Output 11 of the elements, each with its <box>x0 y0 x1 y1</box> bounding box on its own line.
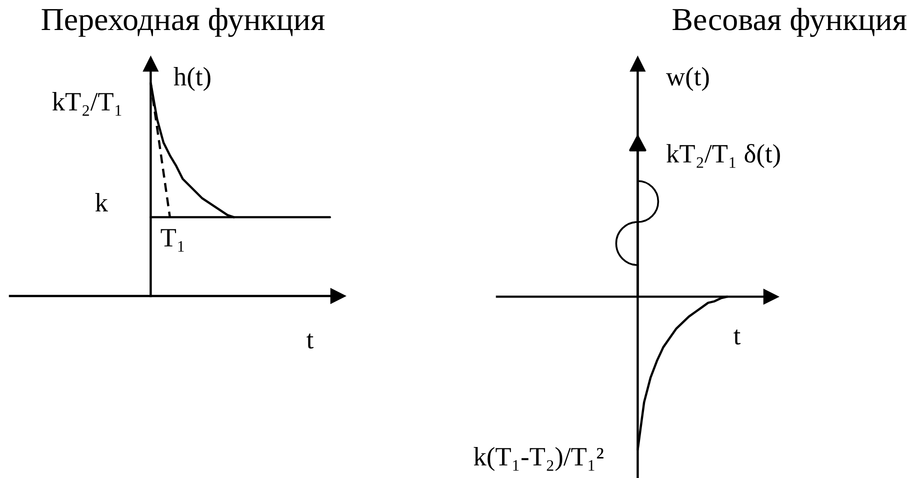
chart-title: Весовая функция <box>672 8 906 37</box>
annotation: T₁ <box>160 229 184 252</box>
x-axis-title: t <box>306 333 314 349</box>
y-axis-title: w(t) <box>666 67 709 91</box>
text: k <box>95 193 108 212</box>
text: kT₂/T₁ <box>52 92 122 116</box>
chart-title: Переходная функция <box>42 8 325 37</box>
y-axis-title: h(t) <box>174 67 210 91</box>
x-axis-title: t <box>734 329 741 345</box>
text: k(T₁-T₂)/T₁² <box>474 447 604 471</box>
text: kT₂/T₁ δ(t) <box>666 144 780 168</box>
